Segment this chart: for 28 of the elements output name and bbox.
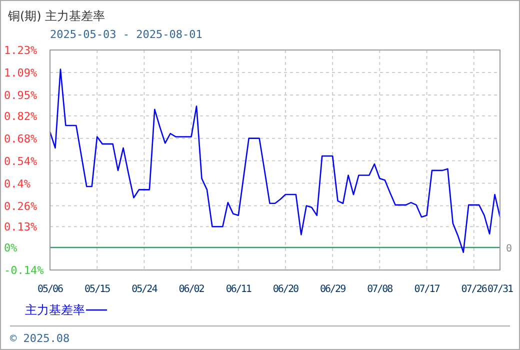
legend-label: 主力基差率 — [25, 303, 85, 317]
x-tick-label: 05/15 — [84, 284, 111, 295]
y-tick-label: -0.14% — [4, 264, 44, 277]
chart-title: 铜(期) 主力基差率 — [7, 9, 106, 23]
chart-subtitle: 2025-05-03 - 2025-08-01 — [50, 28, 202, 41]
ref-line-label: 0 — [506, 244, 512, 255]
x-tick-label: 07/17 — [414, 284, 440, 295]
x-tick-label: 07/31 — [487, 284, 514, 295]
y-tick-label: 0.95% — [4, 88, 38, 102]
y-tick-label: 0.68% — [4, 132, 38, 146]
x-tick-label: 06/20 — [272, 284, 299, 295]
x-tick-label: 06/02 — [178, 284, 205, 295]
x-tick-label: 07/08 — [367, 284, 394, 295]
y-tick-label: 0.82% — [4, 110, 38, 123]
y-tick-label: 0.26% — [4, 200, 38, 213]
y-tick-label: 0.4% — [4, 177, 31, 190]
y-tick-label: 1.23% — [4, 44, 38, 57]
x-tick-label: 05/24 — [132, 284, 158, 295]
x-tick-label: 06/29 — [320, 284, 346, 295]
y-tick-label: 1.09% — [4, 66, 38, 80]
y-tick-label: 0% — [4, 242, 18, 255]
x-tick-label: 06/11 — [226, 284, 252, 295]
y-tick-label: 0.54% — [4, 154, 38, 168]
text: © 2025.08 — [10, 332, 70, 345]
x-tick-label: 07/26 — [461, 284, 488, 295]
line-series — [49, 68, 501, 253]
x-tick-label: 05/06 — [37, 284, 64, 295]
y-tick-label: 0.13% — [4, 220, 38, 234]
